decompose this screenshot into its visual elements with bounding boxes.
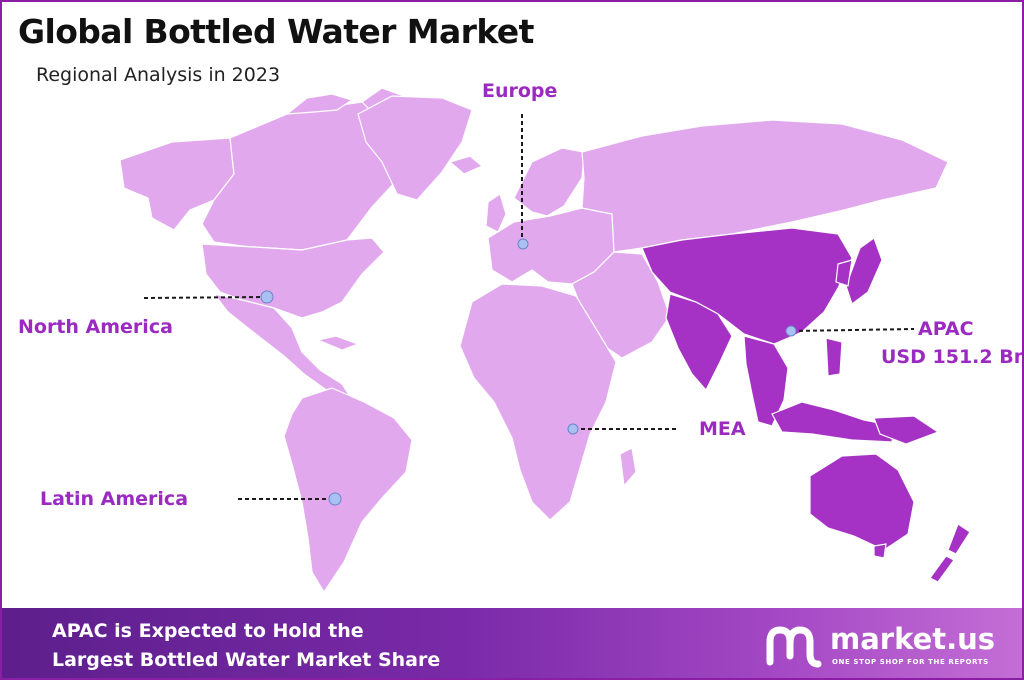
land-papua [873,415,940,445]
world-map [119,87,971,594]
label-europe: Europe [482,80,558,102]
footer-banner: APAC is Expected to Hold the Largest Bot… [2,608,1022,678]
banner-line-2: Largest Bottled Water Market Share [52,649,441,671]
land-uk [485,193,507,233]
banner-line-1: APAC is Expected to Hold the [52,620,364,642]
brand-name: market.us [830,622,996,656]
land-caribbean [316,335,360,351]
leader-north-america [143,296,267,299]
label-north-america: North America [18,316,173,338]
land-alaska [119,137,235,231]
land-greenland [357,95,473,201]
land-tasmania [873,543,887,559]
marker-apac [785,325,797,337]
marker-europe [517,238,529,250]
marker-mea [567,423,579,435]
land-new-zealand-south [929,555,955,583]
land-scandinavia [513,147,585,217]
label-apac-value: USD 151.2 Bn [881,346,1024,368]
market-us-logo-icon [766,626,822,668]
land-korea [835,259,853,287]
land-australia [809,453,915,551]
brand-tagline: ONE STOP SHOP FOR THE REPORTS [832,658,989,666]
land-japan [845,237,883,305]
land-india [665,293,733,392]
land-south-america [283,387,413,594]
land-philippines [825,337,843,377]
brand-block: market.us ONE STOP SHOP FOR THE REPORTS [764,618,1014,674]
land-arctic-islands [285,93,354,115]
page-subtitle: Regional Analysis in 2023 [36,64,281,86]
land-southeast-asia [743,335,789,427]
land-madagascar [619,447,637,488]
land-iceland [448,155,484,175]
page-title: Global Bottled Water Market [18,12,534,51]
land-new-zealand [947,523,971,555]
land-russia [581,119,949,253]
label-latin-america: Latin America [40,488,189,510]
label-apac: APAC [918,318,974,340]
land-usa [201,237,385,319]
land-africa [459,283,617,521]
marker-latin-america [328,492,342,506]
leader-apac [791,328,915,332]
land-china [641,227,853,345]
marker-north-america [260,290,274,304]
label-mea: MEA [699,418,746,440]
